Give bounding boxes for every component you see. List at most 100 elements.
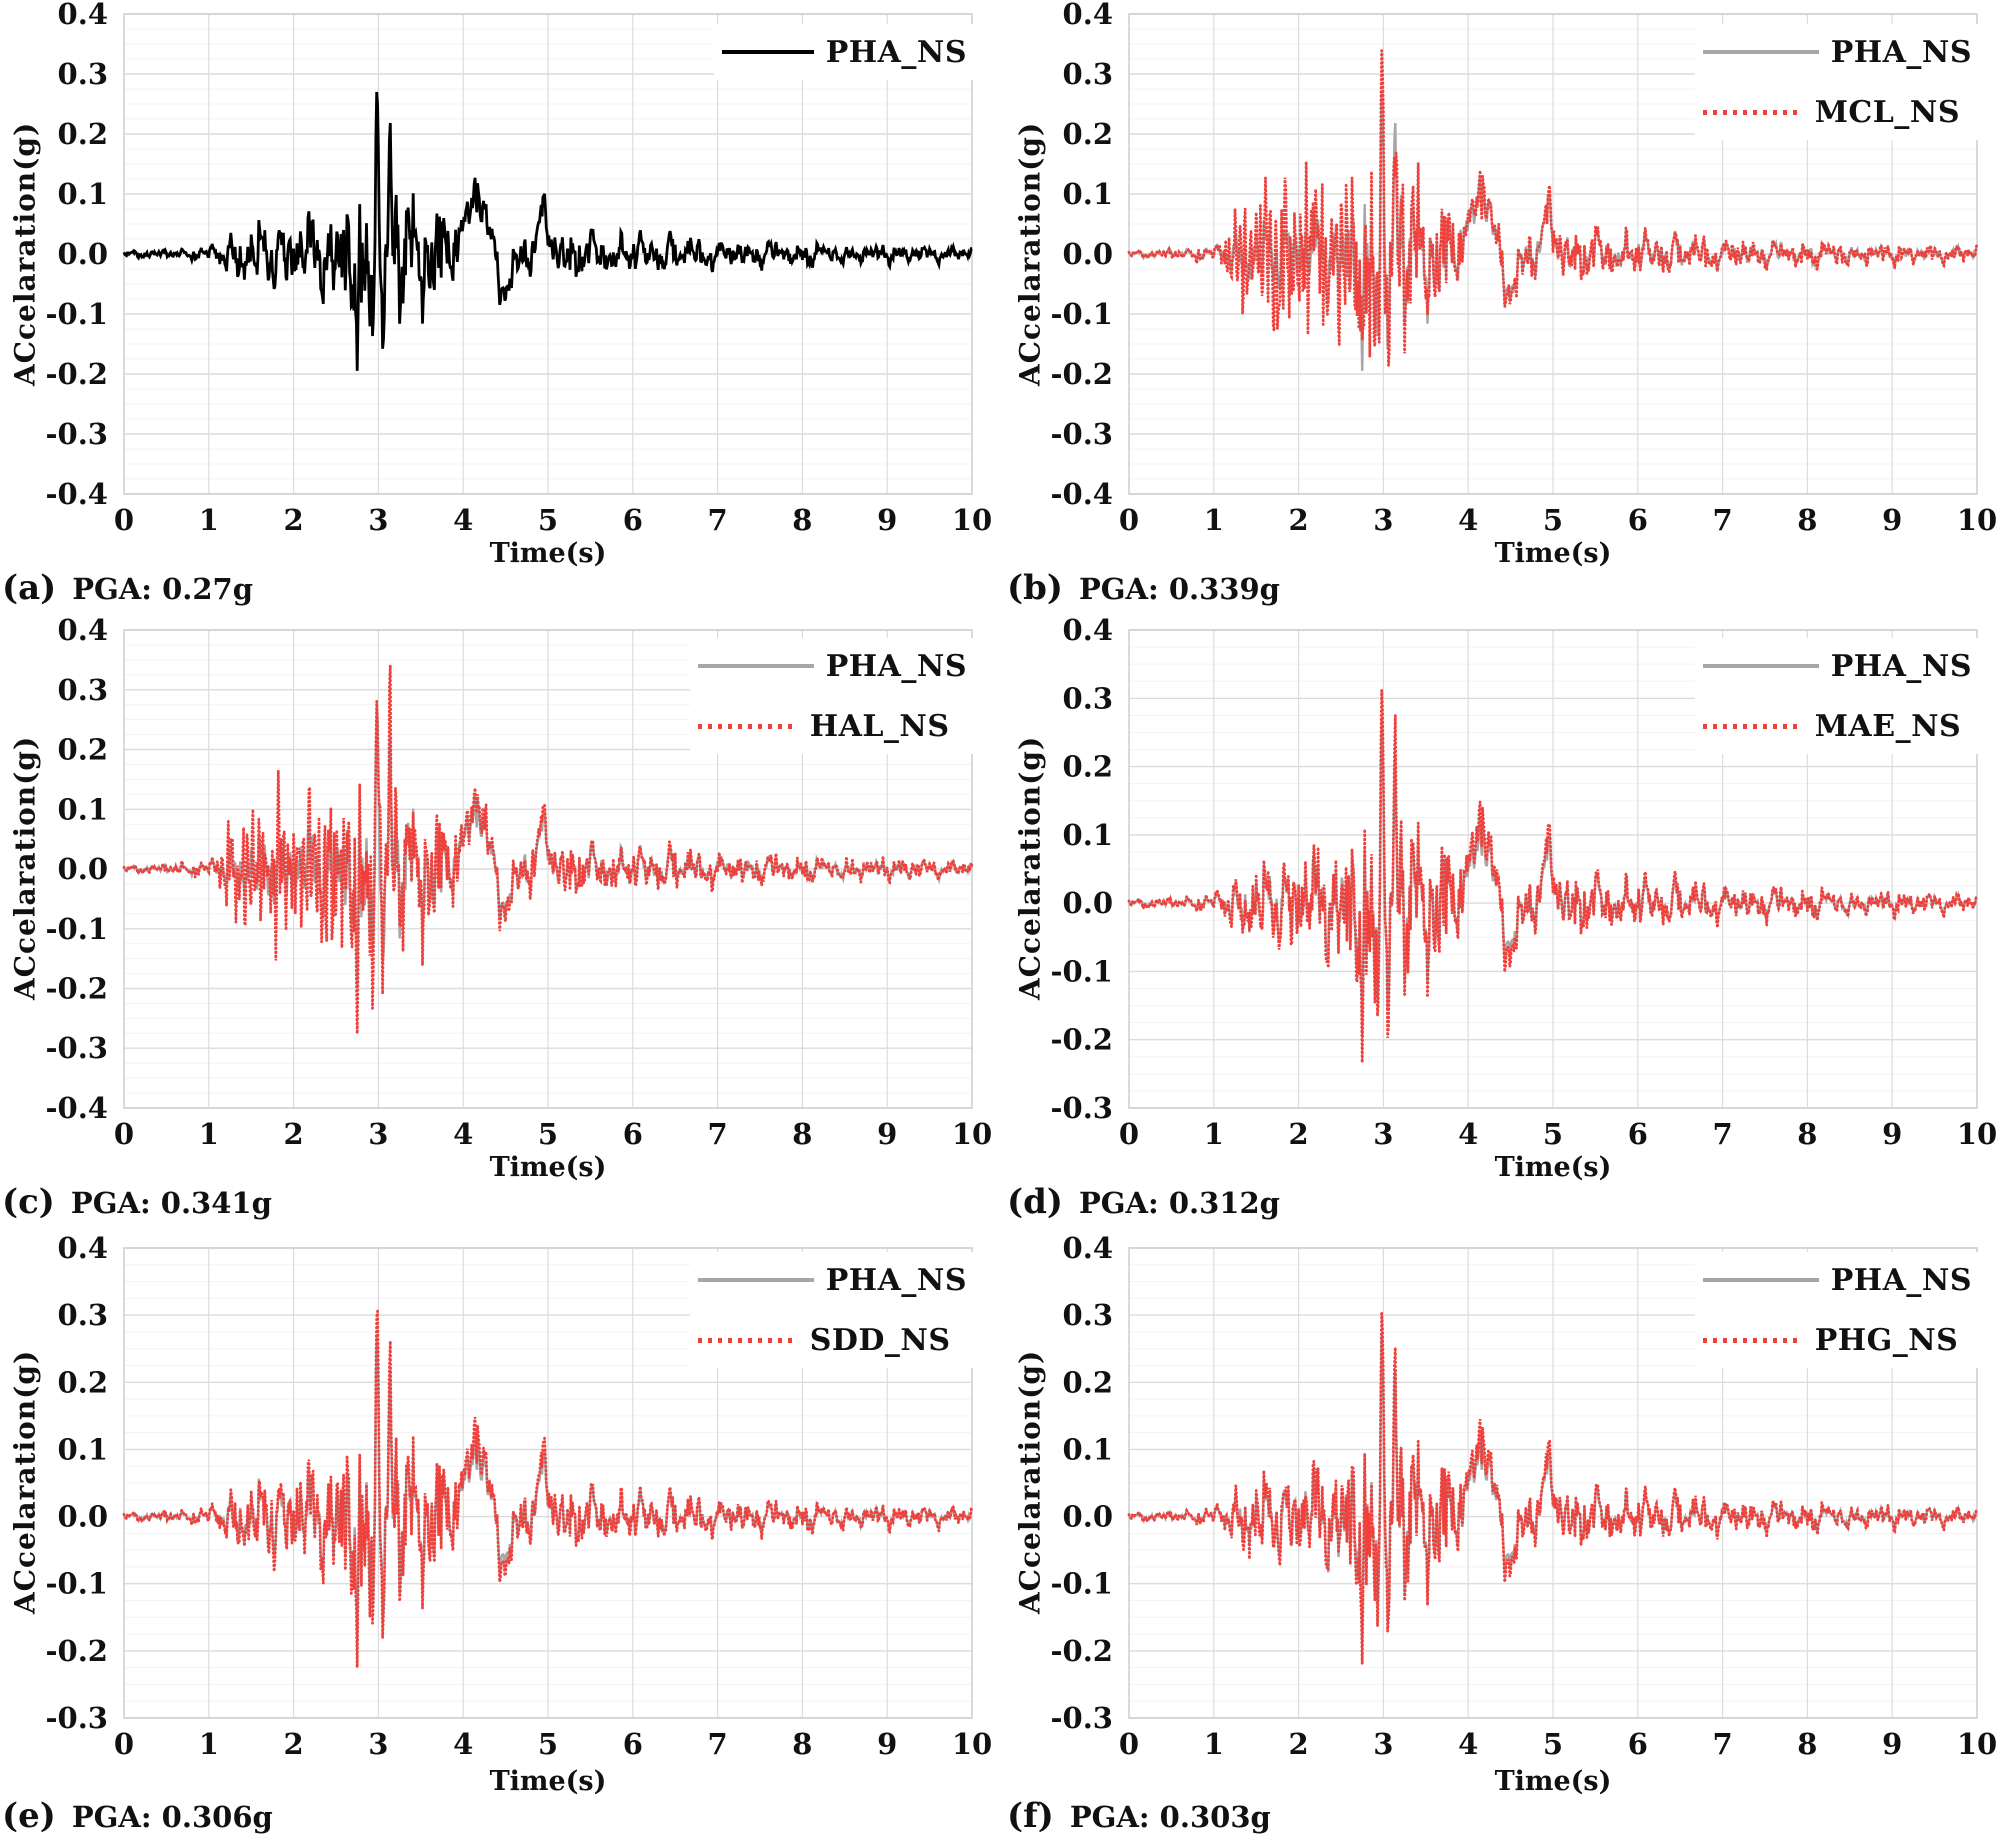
series-MAE_NS [1127, 690, 1979, 1063]
legend-label: MCL_NS [1814, 94, 1960, 130]
y-tick-label: 0.2 [58, 117, 108, 151]
x-tick-label: 10 [952, 1117, 992, 1151]
x-tick-label: 7 [1713, 1727, 1733, 1761]
y-tick-label: 0.3 [58, 673, 108, 707]
y-tick-label: -0.3 [46, 1031, 109, 1065]
panel-letter: (a) [2, 568, 57, 608]
legend-label: PHA_NS [825, 34, 967, 70]
legend-f: PHA_NS PHG_NS [1694, 1252, 1980, 1368]
y-tick-label: 0.2 [1063, 117, 1113, 151]
x-tick-label: 2 [284, 1727, 304, 1761]
y-tick-label: -0.1 [46, 297, 109, 331]
x-tick-label: 1 [1204, 1727, 1224, 1761]
x-tick-label: 6 [1628, 503, 1648, 537]
chart-panel-f: ACcelaration(g) -0.3 -0.2 -0.1 0.0 0.1 0.2 0.3… [1005, 1228, 2010, 1844]
x-tick-label: 9 [1882, 503, 1902, 537]
x-tick-label: 5 [1543, 1727, 1563, 1761]
x-tick-label: 5 [538, 503, 558, 537]
chart-panel-b: ACcelaration(g) -0.4 -0.3 -0.2 -0.1 0.0 0.1 0.… [1005, 0, 2010, 614]
y-tick-label: 0.1 [58, 177, 108, 211]
x-tick-label: 3 [1373, 503, 1393, 537]
legend-label: PHA_NS [1830, 648, 1972, 684]
x-axis-title: Time(s) [489, 538, 607, 569]
legend-e: PHA_NS SDD_NS [689, 1252, 975, 1368]
x-tick-label: 2 [1289, 1727, 1309, 1761]
legend-entry: PHA_NS [697, 648, 967, 684]
y-tick-label: -0.3 [1051, 1701, 1114, 1735]
y-tick-label: 0.0 [58, 852, 108, 886]
plot-area-b: -0.4 -0.3 -0.2 -0.1 0.0 0.1 0.2 0.3 0.4 0 1 2 3 4 5 6 7 8… [1051, 0, 1998, 537]
y-tick-label: -0.3 [1051, 1091, 1114, 1125]
y-tick-label: -0.2 [1051, 357, 1114, 391]
pga-value: PGA: 0.303g [1069, 1800, 1271, 1834]
series-SDD_NS [122, 1310, 974, 1668]
x-tick-label: 6 [623, 1727, 643, 1761]
chart-panel-a: ACcelaration(g) -0.4 -0.3 -0.2 -0.1 0.0 0.1 0.… [0, 0, 1005, 614]
x-tick-label: 4 [453, 1117, 473, 1151]
x-tick-label: 8 [1797, 503, 1817, 537]
series-MCL_NS [1127, 50, 1979, 366]
legend-label: MAE_NS [1814, 708, 1962, 744]
plot-area-f: -0.3 -0.2 -0.1 0.0 0.1 0.2 0.3 0.4 0 1 2 3 4 5 6 7 8 9 10 [1051, 1231, 1998, 1761]
plot-frame [1128, 629, 1978, 1109]
legend-c: PHA_NS HAL_NS [689, 638, 975, 754]
legend-entry: PHA_NS [697, 1262, 967, 1298]
x-tick-label: 10 [952, 503, 992, 537]
series-HAL_NS [122, 665, 974, 1034]
x-tick-label: 1 [199, 503, 219, 537]
y-tick-label: -0.4 [46, 477, 109, 511]
x-axis-title: Time(s) [489, 1766, 607, 1797]
pga-value: PGA: 0.341g [70, 1186, 272, 1220]
y-tick-label: 0.2 [1063, 750, 1113, 784]
y-tick-label: 0.2 [58, 733, 108, 767]
x-tick-label: 5 [1543, 503, 1563, 537]
y-tick-label: -0.1 [1051, 954, 1114, 988]
y-tick-label: 0.1 [1063, 818, 1113, 852]
plot-frame [1128, 1247, 1978, 1719]
x-tick-label: 8 [792, 1727, 812, 1761]
x-tick-label: 9 [1882, 1117, 1902, 1151]
x-tick-label: 7 [1713, 1117, 1733, 1151]
series-PHG_NS [1127, 1313, 1979, 1665]
legend-label: PHA_NS [825, 648, 967, 684]
x-tick-label: 2 [1289, 1117, 1309, 1151]
y-tick-label: -0.2 [46, 357, 109, 391]
y-tick-label: 0.1 [58, 792, 108, 826]
solid-line-sample [721, 50, 814, 54]
panel-caption-d: (d) PGA: 0.312g [1007, 1182, 1280, 1222]
y-tick-label: 0.0 [1063, 237, 1113, 271]
panel-letter: (e) [2, 1796, 56, 1836]
dotted-line-sample [1702, 1337, 1803, 1343]
x-tick-label: 9 [877, 503, 897, 537]
y-tick-label: 0.4 [1063, 0, 1113, 31]
y-tick-label: -0.3 [46, 1701, 109, 1735]
x-tick-label: 8 [1797, 1117, 1817, 1151]
dotted-line-sample [1702, 723, 1803, 729]
panel-caption-b: (b) PGA: 0.339g [1007, 568, 1280, 608]
panel-caption-f: (f) PGA: 0.303g [1007, 1796, 1271, 1836]
x-tick-label: 10 [1957, 503, 1997, 537]
y-tick-label: 0.2 [1063, 1365, 1113, 1399]
legend-entry: PHA_NS [1702, 34, 1972, 70]
y-tick-label: 0.1 [1063, 1432, 1113, 1466]
y-tick-label: 0.3 [1063, 1298, 1113, 1332]
solid-line-sample [697, 1278, 814, 1282]
y-tick-label: -0.1 [1051, 297, 1114, 331]
x-tick-label: 8 [792, 503, 812, 537]
legend-label: PHA_NS [825, 1262, 967, 1298]
panel-caption-e: (e) PGA: 0.306g [2, 1796, 273, 1836]
x-tick-label: 2 [284, 503, 304, 537]
y-tick-label: 0.3 [1063, 681, 1113, 715]
x-tick-label: 0 [1119, 1727, 1139, 1761]
x-tick-label: 4 [1458, 1727, 1478, 1761]
x-tick-label: 3 [368, 1727, 388, 1761]
legend-label: PHG_NS [1814, 1322, 1959, 1358]
legend-entry: HAL_NS [697, 708, 967, 744]
x-tick-label: 9 [1882, 1727, 1902, 1761]
panel-caption-a: (a) PGA: 0.27g [2, 568, 253, 608]
y-tick-label: -0.3 [1051, 417, 1114, 451]
y-tick-label: -0.2 [46, 1634, 109, 1668]
legend-entry: PHG_NS [1702, 1322, 1972, 1358]
pga-value: PGA: 0.306g [71, 1800, 273, 1834]
y-tick-label: 0.1 [1063, 177, 1113, 211]
